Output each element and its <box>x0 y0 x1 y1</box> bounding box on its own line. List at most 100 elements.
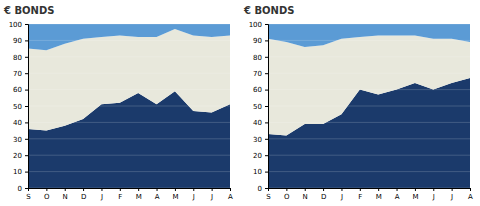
panel: 0102030405060708090100SONDJFMAMJJA€ BOND… <box>3 5 233 201</box>
tick-label: 0 <box>258 185 262 193</box>
tick-mark <box>25 73 28 74</box>
tick-label: 0 <box>18 185 22 193</box>
tick: S <box>26 188 31 201</box>
tick-mark <box>46 188 47 191</box>
tick-label: 40 <box>13 119 22 127</box>
tick: M <box>172 188 178 201</box>
tick: J <box>432 188 435 201</box>
tick-mark <box>101 188 102 191</box>
grid-line <box>28 171 230 172</box>
tick: 60 <box>253 86 268 94</box>
tick: 100 <box>9 21 28 29</box>
tick-label: 60 <box>253 86 262 94</box>
tick-mark <box>25 139 28 140</box>
tick-label: S <box>26 193 31 201</box>
tick-label: J <box>340 193 343 201</box>
tick: 10 <box>253 168 268 176</box>
tick-label: 10 <box>13 168 22 176</box>
tick-mark <box>265 73 268 74</box>
tick-label: 80 <box>253 54 262 62</box>
tick: 0 <box>18 185 28 193</box>
tick-mark <box>452 188 453 191</box>
tick-mark <box>25 90 28 91</box>
tick: 50 <box>253 103 268 111</box>
grid-line <box>28 138 230 139</box>
tick-mark <box>378 188 379 191</box>
tick-label: 100 <box>9 21 22 29</box>
tick-mark <box>65 188 66 191</box>
tick: M <box>412 188 418 201</box>
area-band-top <box>268 24 470 47</box>
grid-line <box>268 56 470 57</box>
tick-mark <box>323 188 324 191</box>
tick: J <box>340 188 343 201</box>
grid-line <box>28 24 230 25</box>
tick-label: 40 <box>253 119 262 127</box>
tick-label: 80 <box>13 54 22 62</box>
area-band <box>28 91 230 188</box>
tick-mark <box>25 40 28 41</box>
area-band <box>268 35 470 135</box>
area-band-top <box>28 24 230 50</box>
plot-area <box>268 24 470 188</box>
tick: 60 <box>13 86 28 94</box>
chart-title: € BONDS <box>3 5 54 16</box>
tick: S <box>266 188 271 201</box>
tick-mark <box>175 188 176 191</box>
grid-line <box>268 73 470 74</box>
tick-label: 100 <box>249 21 262 29</box>
tick-mark <box>433 188 434 191</box>
tick-mark <box>341 188 342 191</box>
grid-line <box>268 106 470 107</box>
tick: 40 <box>253 119 268 127</box>
chart-root: 0102030405060708090100SONDJFMAMJJA€ BOND… <box>0 0 480 206</box>
tick: J <box>450 188 453 201</box>
tick: 30 <box>13 136 28 144</box>
tick-mark <box>28 188 29 191</box>
tick-mark <box>397 188 398 191</box>
x-axis: SONDJFMAMJJA <box>266 188 473 201</box>
grid-line <box>268 122 470 123</box>
tick-label: 70 <box>13 70 22 78</box>
tick-mark <box>25 24 28 25</box>
tick: 70 <box>13 70 28 78</box>
tick: O <box>284 188 290 201</box>
tick-mark <box>265 57 268 58</box>
tick-label: A <box>228 193 233 201</box>
tick-label: O <box>284 193 290 201</box>
tick-label: 10 <box>253 168 262 176</box>
tick: 50 <box>13 103 28 111</box>
tick-mark <box>157 188 158 191</box>
tick-label: A <box>468 193 473 201</box>
tick-mark <box>305 188 306 191</box>
tick-mark <box>415 188 416 191</box>
tick-mark <box>193 188 194 191</box>
grid-line <box>28 73 230 74</box>
tick-label: M <box>172 193 178 201</box>
axis-line <box>29 189 231 192</box>
tick-label: S <box>266 193 271 201</box>
panel: 0102030405060708090100SONDJFMAMJJA€ BOND… <box>243 5 473 201</box>
tick: 90 <box>253 37 268 45</box>
grid-line <box>28 89 230 90</box>
grid-line <box>268 40 470 41</box>
tick: D <box>321 188 326 201</box>
tick-mark <box>83 188 84 191</box>
tick-label: N <box>303 193 308 201</box>
tick-label: 30 <box>13 136 22 144</box>
tick: 80 <box>13 54 28 62</box>
tick-label: 30 <box>253 136 262 144</box>
tick-mark <box>265 139 268 140</box>
tick-label: N <box>63 193 68 201</box>
grid <box>268 24 470 188</box>
tick-label: 70 <box>253 70 262 78</box>
tick-label: F <box>118 193 122 201</box>
tick-mark <box>25 122 28 123</box>
tick: A <box>228 188 233 201</box>
tick-mark <box>230 188 231 191</box>
plot-area <box>28 24 230 188</box>
tick: N <box>303 188 308 201</box>
axis-line <box>265 25 269 189</box>
grid-line <box>268 89 470 90</box>
tick-mark <box>360 188 361 191</box>
